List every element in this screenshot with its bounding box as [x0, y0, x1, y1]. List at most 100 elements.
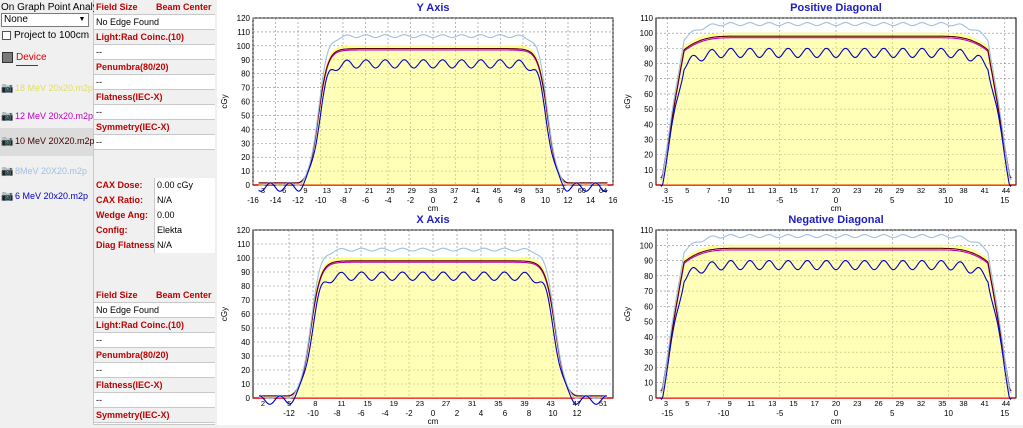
analysis-label: On Graph Point Analysis:	[1, 2, 113, 13]
x-index-label: 11	[747, 399, 755, 408]
y-tick-label: 40	[644, 333, 653, 342]
y-tick-label: 80	[644, 60, 653, 69]
y-tick-label: 110	[237, 28, 250, 37]
series-fill	[258, 45, 608, 185]
series-line	[259, 260, 607, 397]
chevron-down-icon[interactable]: ▼	[78, 16, 86, 23]
x-tick-label: 10	[541, 196, 550, 205]
x-index-label: 26	[874, 186, 882, 195]
x-tick-label: -6	[362, 196, 370, 205]
x-index-label: 29	[408, 186, 416, 195]
chart-y-axis[interactable]: Y Axis 0 10 20 30 40 50 60 70 80 90 100 110 120 -16 -14…	[217, 0, 620, 213]
x-index-label: 41	[981, 399, 989, 408]
x-index-label: 23	[853, 186, 861, 195]
x-index-label: 7	[706, 399, 710, 408]
x-tick-label: -6	[357, 409, 365, 418]
cax-ratio-value: N/A	[154, 193, 215, 208]
y-axis-label: cGy	[623, 94, 632, 108]
x-index-label: 13	[768, 399, 776, 408]
chart-negative-diagonal[interactable]: Negative Diagonal 0 10 20 30 40 50 60 70 80 90 100 1…	[620, 212, 1023, 426]
chart-x-axis[interactable]: X Axis 0 10 20 30 40 50 60 70 80 90 100 110 120 -12 -10…	[217, 212, 620, 426]
series-line	[660, 47, 1012, 188]
x-index-label: 9	[728, 186, 732, 195]
config-value: Elekta	[154, 223, 215, 238]
x-tick-label: 15	[1000, 196, 1009, 205]
x-tick-label: -15	[661, 196, 673, 205]
y-tick-label: 20	[241, 366, 250, 375]
y-tick-label: 30	[644, 348, 653, 357]
x-axis-label: cm	[831, 204, 842, 212]
chart-positive-diagonal[interactable]: Positive Diagonal 0 10 20 30 40 50 60 70 80 90 100 1…	[620, 0, 1023, 213]
analysis-select[interactable]: None ▼	[1, 13, 89, 27]
x-index-label: 37	[450, 186, 458, 195]
device-row[interactable]: Device	[0, 48, 93, 68]
chart-svg[interactable]: Positive Diagonal01020304050607080901001…	[620, 0, 1023, 213]
x-tick-label: -16	[247, 196, 259, 205]
beam-center-header: Beam Center	[154, 288, 215, 303]
chart-title: Negative Diagonal	[788, 214, 883, 226]
y-tick-label: 20	[644, 151, 653, 160]
config-label: Config:	[94, 223, 154, 238]
y-tick-label: 60	[241, 310, 250, 319]
x-index-label: 32	[917, 399, 925, 408]
x-tick-label: 10	[944, 196, 953, 205]
chart-title: Y Axis	[416, 2, 449, 14]
x-index-label: 53	[535, 186, 543, 195]
x-tick-label: 0	[834, 196, 839, 205]
analysis-select-value: None	[4, 14, 28, 25]
y-tick-label: 90	[644, 257, 653, 266]
x-tick-label: 0	[431, 409, 436, 418]
y-tick-label: 20	[644, 363, 653, 372]
file-item[interactable]: 📷 18 MeV 20x20.m2p	[0, 75, 93, 103]
y-tick-label: 70	[644, 75, 653, 84]
x-index-label: 35	[494, 399, 502, 408]
x-index-label: 23	[416, 399, 424, 408]
series-line	[660, 22, 1012, 181]
chart-svg[interactable]: Negative Diagonal01020304050607080901001…	[620, 212, 1023, 426]
x-index-label: 17	[811, 399, 819, 408]
cax-dose-label: CAX Dose:	[94, 178, 154, 193]
diag-flatness-value: N/A	[154, 238, 215, 253]
device-line-sample	[16, 65, 38, 66]
info-table: CAX Dose: 0.00 cGy CAX Ratio: N/A Wedge …	[94, 178, 215, 253]
x-index-label: 8	[313, 399, 317, 408]
y-tick-label: 90	[241, 268, 250, 277]
project-checkbox-row[interactable]: Project to 100cm	[2, 30, 89, 41]
series-line	[258, 59, 608, 192]
field-size-header: Field Size	[94, 288, 154, 303]
y-tick-label: 70	[241, 84, 250, 93]
series-line	[258, 34, 608, 187]
x-index-label: 7	[706, 186, 710, 195]
series-line	[660, 247, 1012, 392]
y-tick-label: 60	[644, 90, 653, 99]
x-index-label: 15	[363, 399, 371, 408]
y-tick-label: 60	[644, 302, 653, 311]
y-tick-label: 0	[649, 394, 654, 403]
series-fill	[660, 33, 1012, 186]
series-line	[660, 260, 1012, 401]
series-line	[660, 249, 1012, 392]
x-index-label: 43	[547, 399, 555, 408]
x-tick-label: 2	[453, 196, 458, 205]
x-tick-label: -10	[718, 196, 730, 205]
file-item[interactable]: 📷 12 MeV 20x20.m2p	[0, 103, 93, 131]
flatness-label: Flatness(IEC-X)	[94, 90, 215, 105]
y-tick-label: 50	[644, 318, 653, 327]
y-tick-label: 50	[241, 324, 250, 333]
project-checkbox[interactable]	[2, 31, 11, 40]
file-item[interactable]: 📷 6 MeV 20x20.m2p	[0, 183, 93, 211]
beam-center-header: Beam Center	[154, 0, 215, 15]
x-index-label: 45	[493, 186, 501, 195]
x-tick-label: -5	[776, 196, 784, 205]
x-index-label: 19	[390, 399, 398, 408]
file-label: 10 MeV 20X20.m2p	[15, 136, 95, 146]
file-item[interactable]: 📷 8MeV 20X20.m2p	[0, 158, 93, 186]
x-tick-label: 4	[479, 409, 484, 418]
file-item-selected[interactable]: 📷 10 MeV 20X20.m2p	[0, 128, 95, 156]
flatness-label: Flatness(IEC-X)	[94, 378, 215, 393]
series-line	[259, 247, 607, 400]
symmetry-label: Symmetry(IEC-X)	[94, 408, 215, 423]
x-tick-label: 12	[564, 196, 573, 205]
